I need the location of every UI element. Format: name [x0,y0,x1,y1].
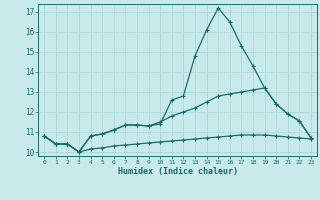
X-axis label: Humidex (Indice chaleur): Humidex (Indice chaleur) [118,167,238,176]
